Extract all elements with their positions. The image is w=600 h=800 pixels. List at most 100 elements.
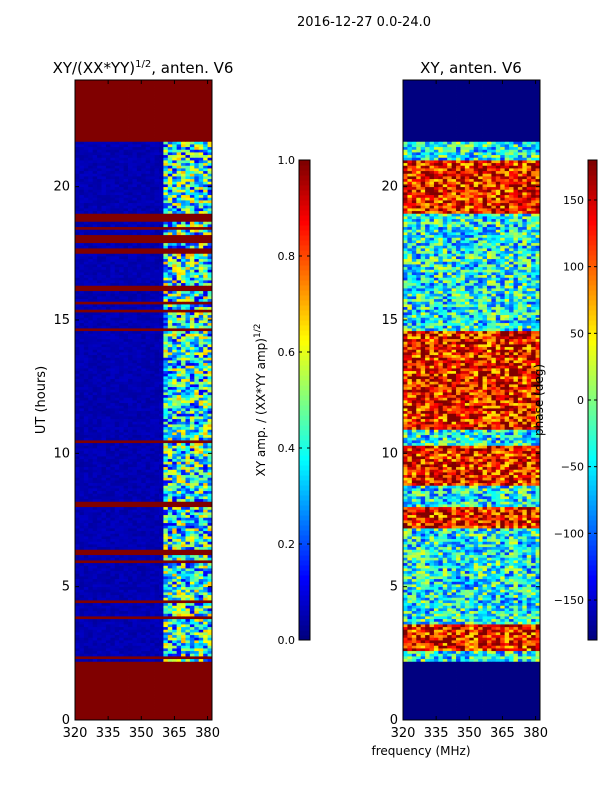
- heatmap-cell: [167, 426, 173, 430]
- heatmap-cell: [189, 674, 195, 678]
- heatmap-cell: [185, 472, 191, 476]
- heatmap-cell: [203, 346, 208, 350]
- heatmap-cell: [92, 296, 98, 300]
- heatmap-cell: [158, 376, 164, 380]
- heatmap-cell: [145, 698, 151, 702]
- heatmap-cell: [172, 464, 178, 468]
- heatmap-cell: [110, 493, 116, 497]
- heatmap-cell: [207, 509, 213, 513]
- heatmap-cell: [194, 565, 200, 569]
- heatmap-cell: [123, 304, 129, 308]
- heatmap-cell: [79, 677, 85, 681]
- heatmap-cell: [154, 709, 160, 713]
- heatmap-cell: [194, 496, 200, 500]
- heatmap-cell: [136, 685, 142, 689]
- heatmap-cell: [132, 354, 138, 358]
- heatmap-cell: [198, 325, 204, 329]
- heatmap-cell: [185, 512, 191, 516]
- heatmap-cell: [83, 632, 89, 636]
- heatmap-cell: [189, 565, 195, 569]
- heatmap-cell: [172, 314, 178, 318]
- heatmap-cell: [110, 488, 116, 492]
- heatmap-cell: [83, 498, 89, 502]
- heatmap-cell: [101, 693, 107, 697]
- heatmap-cell: [123, 394, 129, 398]
- heatmap-cell: [189, 669, 195, 673]
- heatmap-cell: [75, 402, 80, 406]
- heatmap-cell: [172, 421, 178, 425]
- heatmap-cell: [150, 408, 155, 412]
- heatmap-cell: [97, 693, 102, 697]
- heatmap-cell: [181, 586, 186, 590]
- heatmap-cell: [154, 677, 160, 681]
- heatmap-cell: [185, 640, 191, 644]
- heatmap-cell: [110, 592, 116, 596]
- heatmap-cell: [150, 469, 155, 473]
- heatmap-cell: [79, 384, 85, 388]
- heatmap-cell: [83, 602, 89, 606]
- heatmap-cell: [158, 693, 164, 697]
- heatmap-cell: [181, 538, 186, 542]
- heatmap-cell: [110, 392, 116, 396]
- heatmap-cell: [158, 685, 164, 689]
- heatmap-cell: [172, 322, 178, 326]
- heatmap-cell: [158, 293, 164, 297]
- heatmap-cell: [75, 464, 80, 468]
- heatmap-cell: [105, 656, 111, 660]
- heatmap-cell: [110, 320, 116, 324]
- heatmap-cell: [167, 589, 173, 593]
- heatmap-cell: [97, 400, 102, 404]
- heatmap-cell: [128, 392, 133, 396]
- heatmap-cell: [75, 466, 80, 470]
- heatmap-cell: [132, 528, 138, 532]
- heatmap-cell: [176, 621, 182, 625]
- heatmap-cell: [105, 666, 111, 670]
- heatmap-cell: [132, 325, 138, 329]
- heatmap-cell: [83, 520, 89, 524]
- heatmap-cell: [75, 450, 80, 454]
- heatmap-cell: [75, 661, 80, 665]
- heatmap-cell: [88, 584, 94, 588]
- heatmap-cell: [154, 714, 160, 718]
- heatmap-cell: [105, 626, 111, 630]
- heatmap-cell: [128, 445, 133, 449]
- heatmap-cell: [185, 477, 191, 481]
- heatmap-cell: [189, 554, 195, 558]
- heatmap-cell: [75, 685, 80, 689]
- heatmap-cell: [101, 341, 107, 345]
- heatmap-cell: [194, 546, 200, 550]
- heatmap-cell: [79, 581, 85, 585]
- heatmap-cell: [123, 693, 129, 697]
- heatmap-cell: [101, 354, 107, 358]
- heatmap-cell: [97, 642, 102, 646]
- heatmap-cell: [141, 570, 147, 574]
- heatmap-cell: [150, 314, 155, 318]
- heatmap-cell: [123, 578, 129, 582]
- heatmap-cell: [97, 602, 102, 606]
- heatmap-cell: [101, 624, 107, 628]
- heatmap-cell: [110, 501, 116, 505]
- heatmap-cell: [114, 317, 120, 321]
- heatmap-cell: [181, 365, 186, 369]
- heatmap-cell: [105, 296, 111, 300]
- heatmap-cell: [92, 530, 98, 534]
- heatmap-cell: [167, 453, 173, 457]
- heatmap-cell: [75, 608, 80, 612]
- heatmap-cell: [123, 509, 129, 513]
- heatmap-cell: [105, 514, 111, 518]
- heatmap-cell: [97, 509, 102, 513]
- heatmap-cell: [163, 493, 169, 497]
- heatmap-cell: [185, 704, 191, 708]
- heatmap-cell: [79, 666, 85, 670]
- heatmap-cell: [150, 664, 155, 668]
- heatmap-cell: [123, 384, 129, 388]
- heatmap-cell: [154, 320, 160, 324]
- heatmap-cell: [110, 666, 116, 670]
- heatmap-cell: [203, 613, 208, 617]
- heatmap-cell: [132, 525, 138, 529]
- heatmap-cell: [185, 461, 191, 465]
- heatmap-cell: [203, 338, 208, 342]
- heatmap-cell: [123, 573, 129, 577]
- heatmap-cell: [97, 568, 102, 572]
- heatmap-cell: [136, 565, 142, 569]
